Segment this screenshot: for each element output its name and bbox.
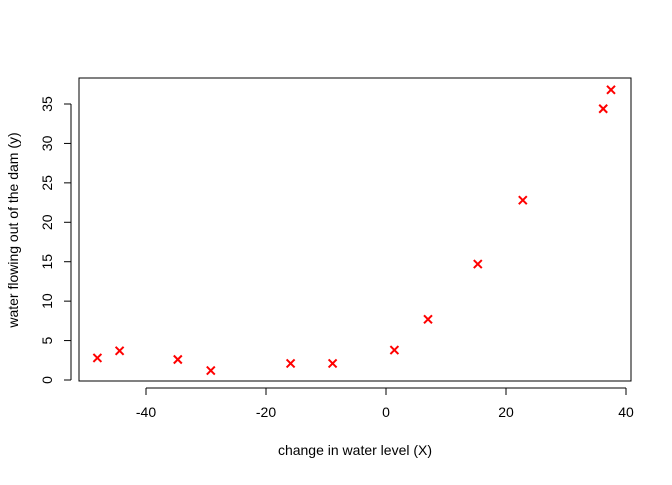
data-point <box>327 358 338 369</box>
data-point-stroke <box>327 358 338 369</box>
data-point <box>423 314 433 324</box>
data-point-stroke <box>173 354 183 365</box>
data-point-stroke <box>92 353 103 363</box>
data-point <box>206 365 216 376</box>
x-axis: -40 -20 0 20 40 <box>136 387 634 420</box>
data-point-stroke <box>285 358 296 369</box>
data-point <box>473 259 483 269</box>
data-point <box>285 358 296 369</box>
y-axis: 0 5 10 15 20 25 30 35 <box>39 96 72 384</box>
x-tick-label: 0 <box>382 404 390 420</box>
data-point <box>173 354 183 365</box>
data-points <box>92 85 616 376</box>
y-tick-label: 5 <box>39 336 55 344</box>
y-tick-label: 25 <box>39 175 55 191</box>
y-tick-label: 35 <box>39 96 55 112</box>
y-axis-label: water flowing out of the dam (y) <box>5 132 21 328</box>
data-point <box>606 85 616 95</box>
data-point <box>518 195 528 205</box>
x-tick-label: 40 <box>618 404 634 420</box>
y-tick-label: 10 <box>39 293 55 309</box>
data-point-stroke <box>518 195 528 205</box>
data-point <box>598 104 608 114</box>
x-tick-label: -20 <box>256 404 276 420</box>
x-tick-label: -40 <box>136 404 156 420</box>
data-point-stroke <box>389 345 400 355</box>
data-point-stroke <box>598 104 608 114</box>
data-point-stroke <box>606 85 616 95</box>
data-point <box>389 345 400 355</box>
x-tick-label: 20 <box>498 404 514 420</box>
data-point-stroke <box>114 346 125 356</box>
data-point <box>92 353 103 363</box>
x-axis-label: change in water level (X) <box>278 442 432 458</box>
plot-area-frame <box>78 77 632 382</box>
y-tick-label: 30 <box>39 135 55 151</box>
data-point-stroke <box>423 314 433 324</box>
y-tick-label: 20 <box>39 214 55 230</box>
data-point <box>114 346 125 356</box>
y-tick-label: 15 <box>39 254 55 270</box>
data-point-stroke <box>206 365 216 376</box>
y-tick-label: 0 <box>39 376 55 384</box>
data-point-stroke <box>473 259 483 269</box>
